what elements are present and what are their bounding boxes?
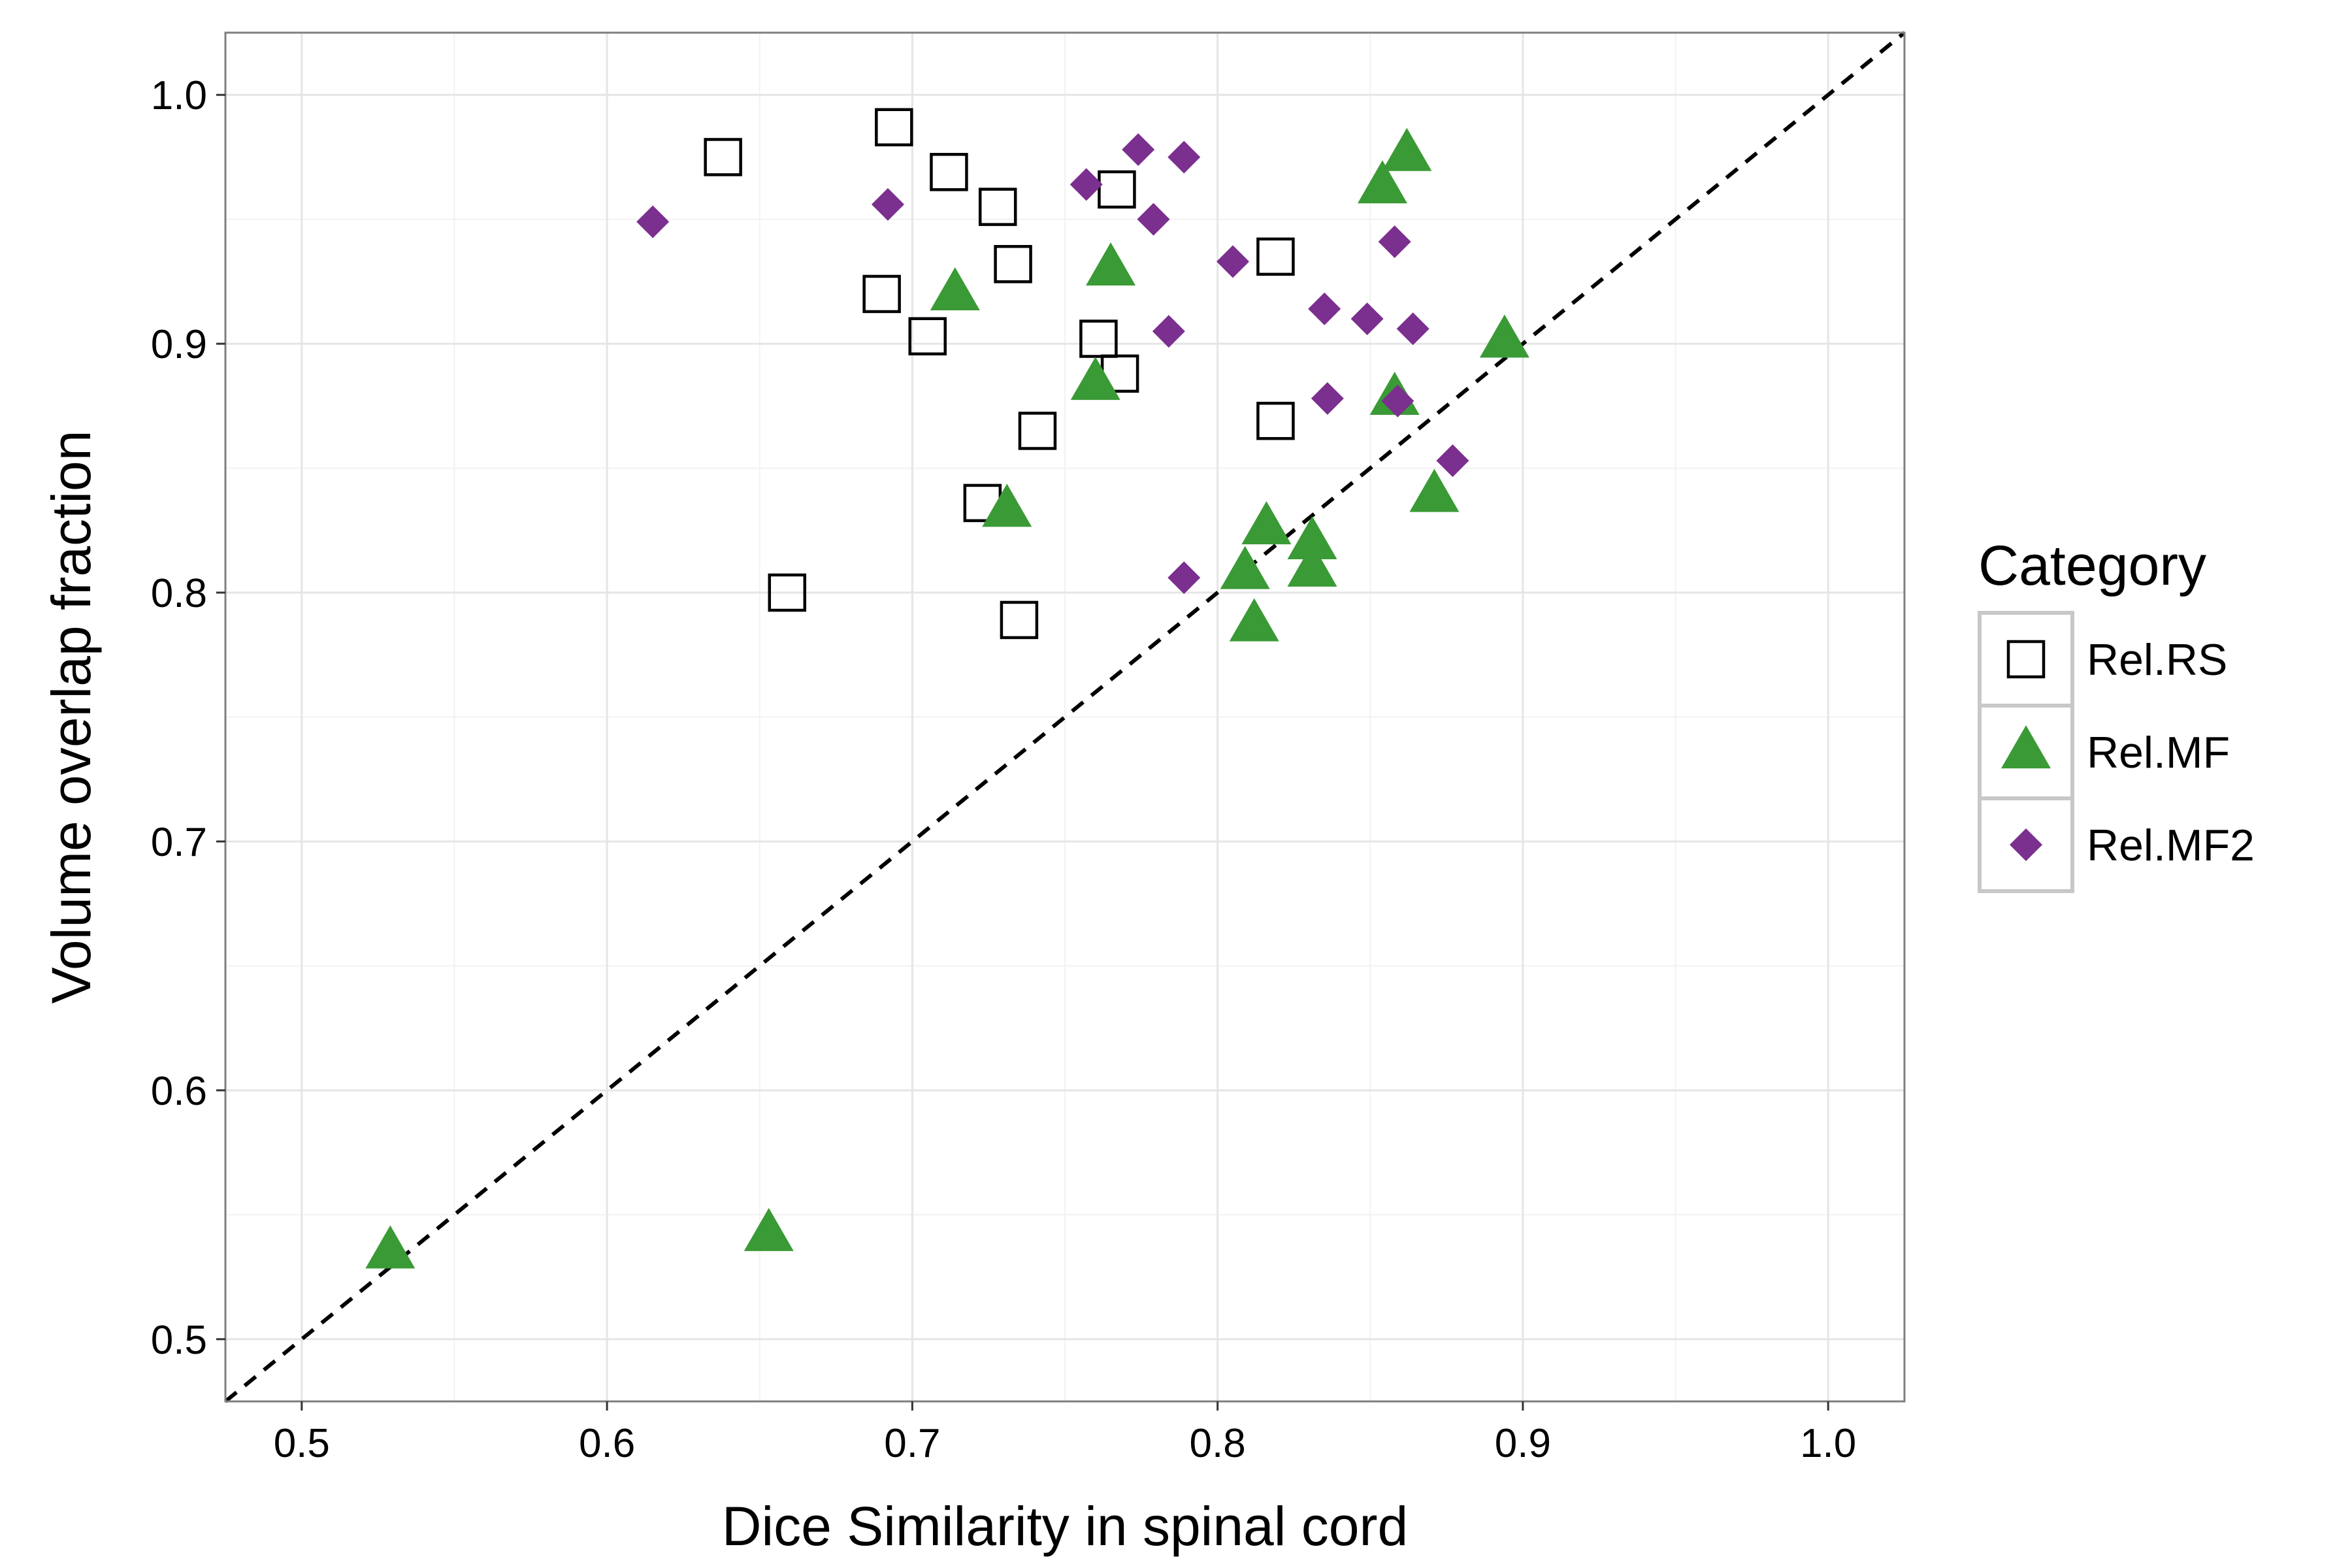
x-tick-label: 0.6 (579, 1421, 635, 1466)
point-rel-mf2 (1311, 382, 1344, 415)
legend-key-rel-mf2 (2010, 828, 2042, 861)
point-rel-rs (908, 317, 947, 355)
y-axis-title: Volume overlap fraction (41, 431, 102, 1004)
point-rel-mf (1409, 468, 1460, 512)
x-tick-label: 0.5 (274, 1421, 330, 1466)
y-tick-label: 0.7 (151, 820, 207, 865)
point-rel-mf (1287, 515, 1337, 559)
point-rel-rs (1018, 412, 1057, 450)
major-gridlines (225, 33, 1904, 1401)
point-rel-mf (930, 267, 980, 311)
point-rel-mf (1086, 242, 1136, 286)
point-rel-mf2 (1350, 302, 1384, 336)
point-rel-rs (862, 274, 901, 314)
x-axis-ticks: 0.5 0.6 0.7 0.8 0.9 1.0 (274, 1401, 1856, 1466)
point-rel-rs (1079, 319, 1118, 358)
point-rel-mf2 (636, 205, 670, 238)
point-rel-mf (1229, 598, 1279, 642)
point-rel-mf (743, 1207, 794, 1251)
reference-line (224, 31, 1906, 1403)
x-tick-label: 0.8 (1190, 1421, 1246, 1466)
point-rel-mf2 (1168, 561, 1201, 595)
point-rel-rs (1256, 237, 1295, 276)
point-rel-rs (994, 244, 1032, 284)
point-rel-mf2 (1381, 384, 1414, 417)
x-tick-label: 0.9 (1495, 1421, 1551, 1466)
y-tick-label: 0.8 (151, 571, 207, 616)
legend-key-rel-mf (2001, 725, 2051, 769)
y-tick-label: 1.0 (151, 73, 207, 118)
point-rel-mf2 (1308, 292, 1341, 325)
legend-title: Category (1978, 534, 2206, 597)
point-rel-mf2 (1168, 140, 1201, 174)
point-rel-mf (1382, 127, 1432, 171)
point-rel-mf2 (1378, 225, 1411, 258)
point-rel-mf (1070, 357, 1120, 400)
point-rel-mf2 (1070, 168, 1103, 201)
y-axis-ticks: 0.5 0.6 0.7 0.8 0.9 1.0 (151, 73, 225, 1363)
plot-panel-border (224, 31, 1906, 1403)
point-rel-mf (1357, 160, 1407, 204)
legend-items: Rel.RS Rel.MF Rel.MF2 (1978, 611, 2255, 893)
point-rel-mf2 (1137, 203, 1170, 236)
point-rel-rs (930, 153, 968, 191)
point-rel-mf2 (871, 188, 904, 221)
point-rel-rs (875, 108, 913, 146)
legend-label-rel-mf2: Rel.MF2 (2087, 821, 2255, 870)
legend-key-box (1978, 611, 2074, 708)
point-rel-mf (365, 1225, 416, 1269)
y-tick-label: 0.9 (151, 322, 207, 367)
x-axis-title: Dice Similarity in spinal cord (722, 1495, 1408, 1557)
point-rel-rs (1000, 600, 1039, 640)
legend-label-rel-mf: Rel.MF (2087, 728, 2230, 777)
point-rel-mf2 (1396, 312, 1429, 346)
data-points (365, 108, 1529, 1269)
point-rel-rs (1256, 401, 1295, 440)
x-tick-label: 0.7 (884, 1421, 940, 1466)
point-rel-rs (1098, 170, 1136, 209)
point-rel-mf2 (1436, 444, 1469, 478)
y-tick-label: 0.5 (151, 1318, 207, 1363)
point-rel-mf (982, 483, 1032, 527)
identity-reference-line (224, 31, 1906, 1403)
point-rel-mf2 (1122, 133, 1155, 167)
point-rel-mf (1241, 501, 1292, 545)
x-tick-label: 1.0 (1800, 1421, 1856, 1466)
point-rel-mf2 (1152, 315, 1185, 348)
legend-key-rel-rs (2006, 640, 2046, 679)
point-rel-rs (768, 573, 807, 612)
legend-label-rel-rs: Rel.RS (2087, 635, 2227, 685)
minor-gridlines (225, 33, 1904, 1401)
point-rel-mf (1479, 314, 1529, 358)
legend: Category Rel.RS Rel.MF Rel.MF2 (1978, 534, 2255, 893)
point-rel-rs (704, 138, 742, 176)
point-rel-mf (1220, 546, 1270, 589)
point-rel-mf2 (1217, 245, 1249, 278)
y-tick-label: 0.6 (151, 1069, 207, 1114)
point-rel-rs (978, 188, 1017, 226)
point-rel-mf (1287, 543, 1337, 587)
